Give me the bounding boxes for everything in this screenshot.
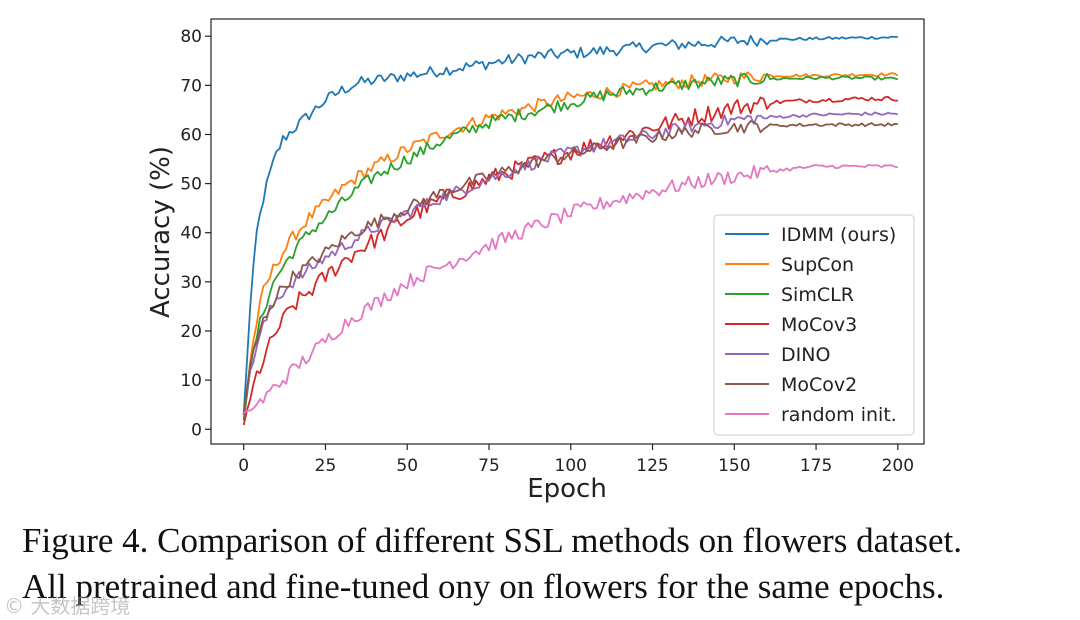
x-tick-label: 25 [315,456,337,476]
series-line-dino [242,111,899,416]
series-lines [242,34,899,426]
y-tick-label: 50 [180,175,202,195]
x-tick-label: 125 [636,456,668,476]
series-line-mocov2 [242,120,898,415]
y-tick-label: 0 [191,420,202,440]
y-tick-label: 30 [180,273,202,293]
legend-label: MoCov3 [781,314,857,336]
y-tick-label: 40 [180,224,202,244]
plot-frame [210,18,925,445]
x-axis-ticks: 0 25 50 75 100 125 150 175 200 [238,444,914,476]
legend-label: IDMM (ours) [781,224,896,246]
x-axis-label: Epoch [527,474,607,504]
y-axis-label: Accuracy (%) [146,146,176,318]
series-line-simclr [242,72,899,421]
figure-caption: Figure 4. Comparison of different SSL me… [22,518,1072,610]
series-line-idmm-ours [242,34,898,415]
x-tick-label: 100 [555,456,587,476]
series-line-mocov3 [242,95,898,426]
y-tick-label: 80 [180,27,202,47]
x-tick-label: 75 [478,456,500,476]
watermark: © 大数据跨境 [4,594,131,618]
y-tick-label: 70 [180,76,202,96]
y-tick-label: 20 [180,322,202,342]
series-line-random-init [243,164,899,415]
x-tick-label: 0 [238,456,249,476]
legend-label: DINO [781,344,830,366]
legend-label: SimCLR [781,284,854,306]
x-tick-label: 200 [882,456,914,476]
legend-label: MoCov2 [781,374,857,396]
legend-label: random init. [781,404,897,426]
caption-line-2: All pretrained and fine-tuned ony on flo… [22,567,945,606]
series-line-supcon [242,71,899,420]
accuracy-line-chart: 0 25 50 75 100 125 150 175 200 0 10 20 30 40 50 60 70 80… [146,18,925,504]
x-tick-label: 150 [718,456,750,476]
legend: IDMM (ours) SupCon SimCLR MoCov3 DINO MoCov2 r… [713,214,915,436]
x-tick-label: 175 [800,456,832,476]
y-tick-label: 60 [180,125,202,145]
y-tick-label: 10 [180,371,202,391]
caption-line-1: Figure 4. Comparison of different SSL me… [22,521,962,560]
y-axis-ticks: 0 10 20 30 40 50 60 70 80 [180,27,211,440]
legend-label: SupCon [781,254,854,276]
legend-box [713,214,915,436]
x-tick-label: 50 [396,456,418,476]
